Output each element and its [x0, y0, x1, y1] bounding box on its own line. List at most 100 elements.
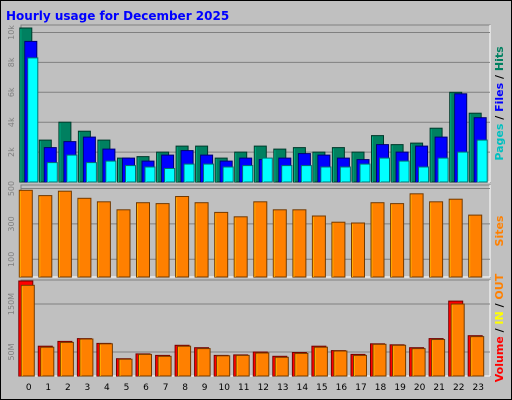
bar-out-7: [157, 355, 172, 377]
panel-bottom-legend-label: Volume / IN / OUT: [493, 273, 506, 382]
x-tick-label: 8: [182, 383, 188, 393]
legend-label-part: Sites: [493, 215, 506, 246]
bar-pages-15: [320, 166, 332, 183]
x-tick-label: 7: [163, 383, 169, 393]
y-tick-label: 150M: [7, 293, 16, 315]
bar-pages-4: [105, 160, 117, 183]
legend-label-part: Volume: [493, 336, 506, 382]
bar-out-11: [235, 354, 250, 377]
bar-out-5: [118, 358, 133, 377]
bar-pages-11: [242, 165, 254, 183]
bar-pages-6: [144, 166, 156, 183]
bar-sites-14: [292, 209, 307, 278]
x-tick-label: 3: [85, 383, 91, 393]
bar-sites-16: [331, 221, 346, 278]
legend-label-part: IN: [493, 311, 506, 324]
bar-sites-4: [96, 201, 111, 278]
x-tick-label: 19: [394, 383, 406, 393]
bar-pages-9: [203, 163, 215, 183]
bar-sites-20: [409, 193, 424, 278]
y-tick-label: 6k: [7, 87, 16, 97]
x-tick-label: 23: [472, 383, 483, 393]
chart-title: Hourly usage for December 2025: [6, 9, 229, 23]
bar-out-4: [98, 343, 113, 377]
bar-pages-3: [85, 162, 97, 183]
x-tick-label: 15: [316, 383, 327, 393]
legend-label-part: /: [493, 112, 506, 124]
legend-label-part: Files: [493, 82, 506, 112]
x-axis: 0 1 2 3 4 5 6 7 8 9 10 11 12 13 14 15 16 17 18 19 20 21 22 23: [26, 383, 484, 393]
legend-label-part: /: [493, 325, 506, 337]
x-tick-label: 20: [414, 383, 426, 393]
legend-label-part: /: [493, 300, 506, 312]
bar-pages-10: [222, 166, 234, 183]
bar-pages-1: [46, 162, 58, 183]
bar-pages-14: [300, 165, 312, 183]
bar-out-13: [274, 356, 289, 377]
bar-sites-0: [18, 189, 33, 278]
bar-sites-15: [311, 215, 326, 278]
bar-sites-8: [175, 196, 190, 278]
x-tick-label: 5: [124, 383, 130, 393]
bar-pages-0: [27, 57, 39, 183]
bar-sites-2: [57, 190, 72, 278]
bar-pages-7: [164, 168, 176, 183]
x-tick-label: 9: [202, 383, 208, 393]
bar-out-0: [20, 284, 35, 377]
bar-out-17: [353, 354, 367, 377]
y-tick-label: 2k: [7, 147, 16, 157]
bar-out-8: [177, 345, 192, 377]
bar-out-12: [255, 352, 270, 377]
bar-sites-13: [272, 209, 287, 278]
x-tick-label: 13: [277, 383, 288, 393]
y-tick-label: 500: [7, 181, 16, 196]
legend-label-part: Pages: [493, 123, 506, 161]
bar-sites-12: [253, 201, 268, 278]
panel-top: 2k 4k 6k 8k 10k Pages / Files / Hits: [7, 24, 506, 183]
bar-sites-23: [468, 214, 483, 278]
bar-pages-16: [339, 166, 351, 183]
bar-pages-8: [183, 163, 195, 183]
bar-out-6: [138, 353, 152, 377]
bar-out-1: [40, 346, 55, 377]
chart-panels: 2k 4k 6k 8k 10k Pages / Files / Hits 100 300 500…: [7, 24, 506, 382]
bar-out-19: [392, 344, 407, 377]
x-tick-label: 11: [238, 383, 249, 393]
bar-out-15: [313, 346, 328, 377]
bar-sites-11: [233, 216, 248, 278]
bar-sites-9: [194, 202, 209, 278]
x-tick-label: 0: [26, 383, 32, 393]
bar-pages-21: [437, 157, 449, 183]
x-tick-label: 2: [65, 383, 71, 393]
y-tick-label: 8k: [7, 57, 16, 67]
y-tick-label: 50M: [7, 343, 16, 360]
x-tick-label: 17: [355, 383, 366, 393]
x-tick-label: 6: [143, 383, 149, 393]
legend-label-part: OUT: [493, 273, 506, 299]
y-tick-label: 4k: [7, 117, 16, 127]
x-tick-label: 16: [336, 383, 348, 393]
bar-pages-13: [281, 165, 293, 183]
legend-label-part: /: [493, 71, 506, 83]
legend-label-part: Hits: [493, 46, 506, 71]
bar-pages-18: [379, 157, 390, 183]
bar-sites-3: [77, 197, 92, 278]
x-tick-label: 21: [433, 383, 444, 393]
panel-middle: 100 300 500 Sites: [7, 181, 506, 278]
bar-pages-2: [66, 154, 78, 183]
x-tick-label: 12: [258, 383, 269, 393]
bar-pages-23: [476, 139, 488, 183]
x-tick-label: 14: [297, 383, 309, 393]
x-tick-label: 10: [218, 383, 230, 393]
x-tick-label: 22: [453, 383, 464, 393]
bar-sites-22: [448, 198, 463, 278]
panel-bottom: 50M 150M Volume / IN / OUT: [7, 273, 506, 382]
bar-out-21: [431, 339, 446, 377]
x-tick-label: 1: [45, 383, 51, 393]
bar-pages-20: [418, 166, 430, 183]
bar-sites-18: [370, 202, 385, 278]
y-tick-label: 10k: [7, 25, 16, 40]
bar-sites-10: [214, 211, 229, 278]
bar-out-16: [333, 350, 348, 377]
